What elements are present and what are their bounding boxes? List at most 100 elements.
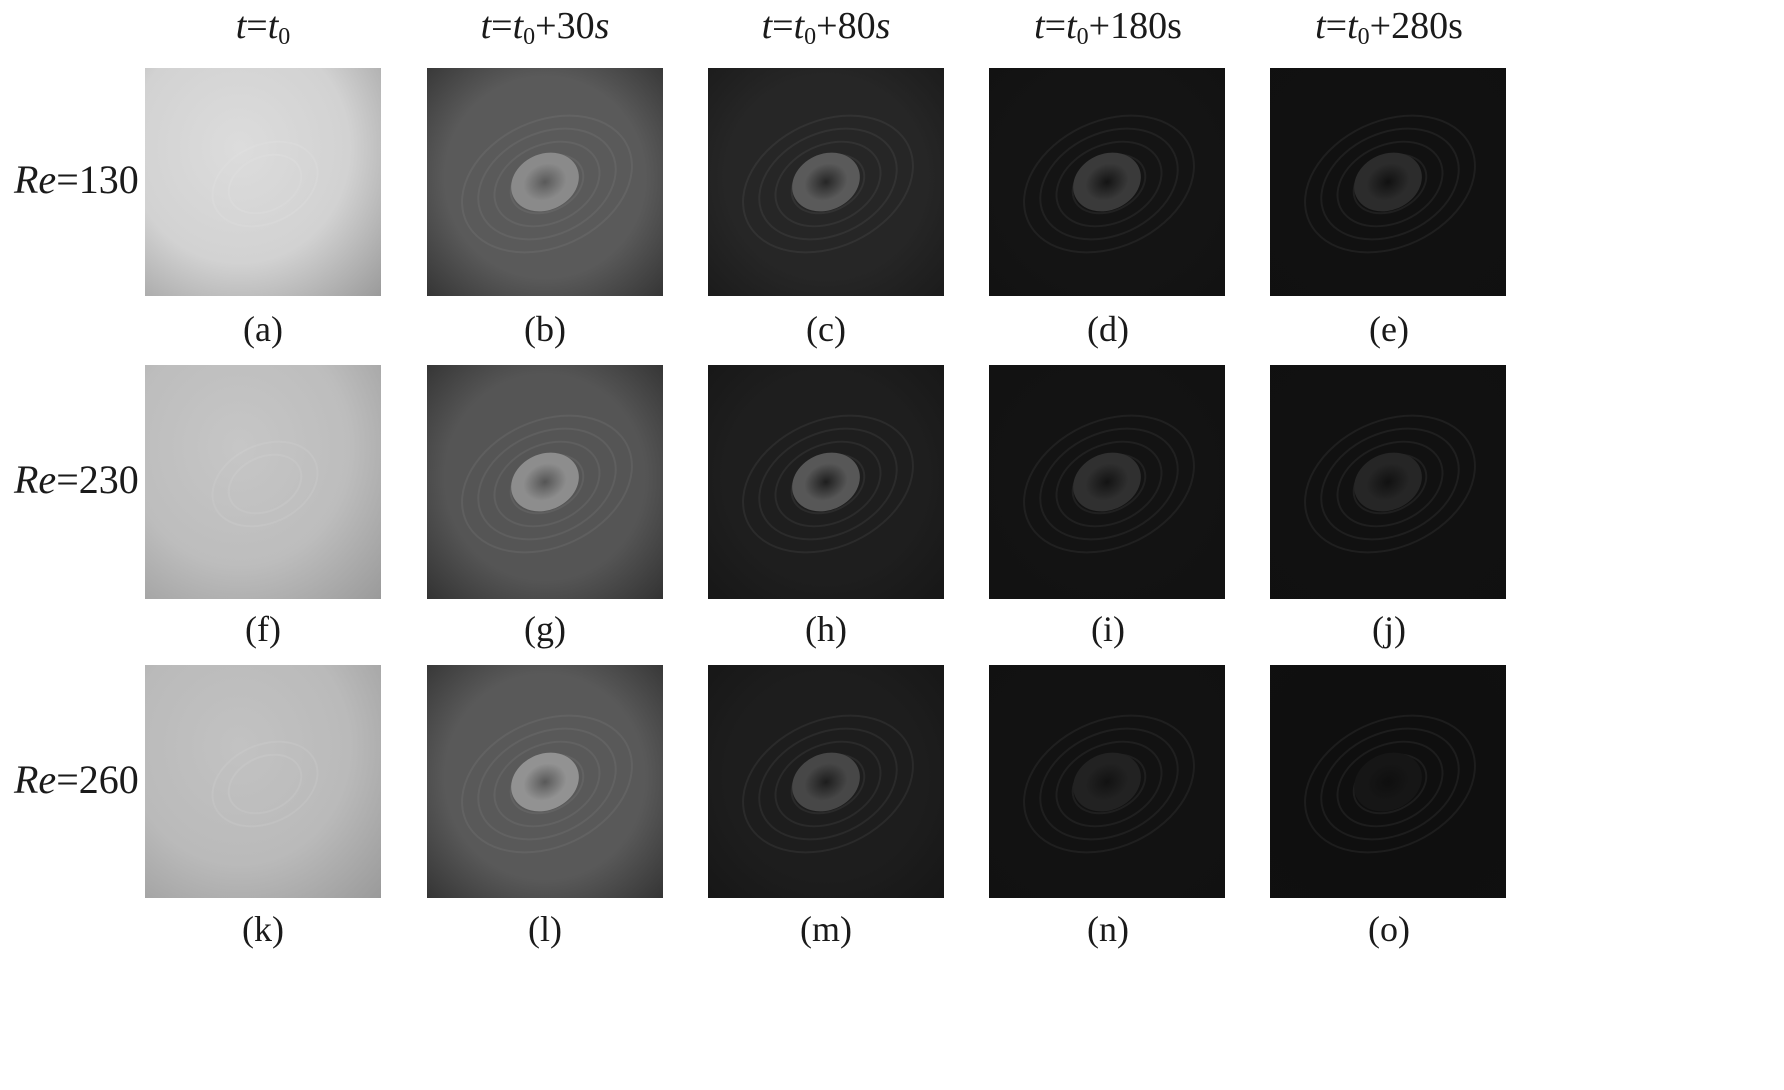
vortex-ring	[438, 387, 656, 581]
vortex-ring	[479, 124, 615, 244]
time-unit: s	[875, 5, 891, 47]
time-subscript: 0	[523, 24, 536, 50]
panel-caption: (b)	[524, 309, 566, 349]
vortex-ring	[760, 124, 896, 244]
time-variable: t	[761, 5, 773, 47]
reynolds-value: =130	[56, 157, 139, 202]
vortex-core	[1063, 741, 1151, 822]
vortex-ring	[739, 705, 917, 862]
time-offset: +80	[816, 5, 876, 47]
vortex-ring	[760, 723, 896, 844]
panel-caption: (o)	[1368, 909, 1410, 949]
vortex-ring	[760, 424, 896, 544]
vortex-ring	[780, 442, 876, 526]
vortex-core	[1344, 141, 1432, 223]
photo-panel-b	[427, 68, 663, 296]
vortex-ring	[1000, 387, 1218, 581]
vortex-ring	[1000, 87, 1218, 281]
vortex-ring	[1061, 142, 1157, 226]
reynolds-value: =260	[56, 756, 139, 802]
photo-panel-o	[1270, 665, 1506, 898]
panel-caption: (l)	[528, 909, 562, 949]
photo-panel-h	[708, 365, 944, 599]
vortex-core	[1063, 141, 1151, 223]
vortex-ring	[739, 106, 917, 262]
time-base: t	[1347, 5, 1358, 47]
vortex-ring	[739, 406, 917, 562]
column-header-4: t=t0+180s	[958, 4, 1258, 51]
vortex-ring	[197, 424, 333, 544]
vortex-core	[501, 141, 589, 223]
vortex-core	[782, 741, 870, 822]
vortex-ring	[1020, 406, 1198, 562]
time-offset: +30	[535, 5, 595, 47]
vortex-ring	[1020, 106, 1198, 262]
photo-panel-n	[989, 665, 1225, 898]
column-header-1: t=t0	[113, 4, 413, 51]
vortex-ring	[719, 687, 937, 880]
vortex-ring	[217, 741, 313, 826]
panel-caption: (a)	[243, 309, 283, 349]
vortex-core	[501, 441, 589, 523]
photo-panel-f	[145, 365, 381, 599]
equals-sign: =	[772, 5, 794, 47]
time-base: t	[512, 5, 524, 47]
vortex-ring	[1342, 741, 1438, 826]
reynolds-variable: Re	[14, 157, 57, 202]
vortex-ring	[1000, 687, 1218, 880]
photo-panel-a	[145, 68, 381, 296]
panel-caption: (f)	[245, 609, 281, 649]
vortex-ring	[1322, 723, 1458, 844]
vortex-ring	[1020, 705, 1198, 862]
photo-panel-c	[708, 68, 944, 296]
equals-sign: =	[246, 5, 268, 47]
vortex-ring	[1322, 424, 1458, 544]
time-subscript: 0	[804, 24, 817, 50]
vortex-ring	[499, 442, 595, 526]
vortex-ring	[479, 424, 615, 544]
time-subscript: 0	[1076, 24, 1089, 50]
vortex-ring	[1281, 687, 1499, 880]
photo-panel-l	[427, 665, 663, 898]
vortex-ring	[719, 387, 937, 581]
vortex-core	[782, 441, 870, 523]
photo-panel-k	[145, 665, 381, 898]
vortex-core	[501, 741, 589, 822]
vortex-ring	[1061, 442, 1157, 526]
vortex-ring	[479, 723, 615, 844]
time-variable: t	[1034, 5, 1045, 47]
column-header-3: t=t0+80s	[676, 4, 976, 51]
equals-sign: =	[1044, 5, 1067, 47]
time-unit: s	[1167, 5, 1182, 47]
time-variable: t	[480, 5, 492, 47]
vortex-ring	[197, 124, 333, 244]
row-header-1: Re=130	[14, 156, 139, 203]
photo-panel-j	[1270, 365, 1506, 599]
vortex-ring	[1061, 741, 1157, 826]
vortex-ring	[780, 741, 876, 826]
time-variable: t	[1315, 5, 1326, 47]
vortex-ring	[458, 705, 636, 862]
vortex-ring	[1342, 442, 1438, 526]
vortex-ring	[1342, 142, 1438, 226]
photo-panel-i	[989, 365, 1225, 599]
time-offset: +280	[1369, 5, 1449, 47]
vortex-ring	[197, 723, 333, 844]
vortex-ring	[1301, 406, 1479, 562]
vortex-ring	[1041, 723, 1177, 844]
time-base: t	[1066, 5, 1077, 47]
row-header-2: Re=230	[14, 456, 139, 503]
time-subscript: 0	[278, 24, 291, 50]
vortex-core	[782, 141, 870, 223]
vortex-core	[1344, 441, 1432, 523]
reynolds-value: =230	[56, 457, 139, 502]
time-unit: s	[1448, 5, 1463, 47]
vortex-ring	[458, 106, 636, 262]
row-header-3: Re=260	[14, 756, 139, 803]
time-subscript: 0	[1357, 24, 1370, 50]
time-base: t	[267, 5, 279, 47]
vortex-ring	[499, 142, 595, 226]
time-variable: t	[235, 5, 247, 47]
vortex-ring	[1041, 424, 1177, 544]
photo-panel-g	[427, 365, 663, 599]
